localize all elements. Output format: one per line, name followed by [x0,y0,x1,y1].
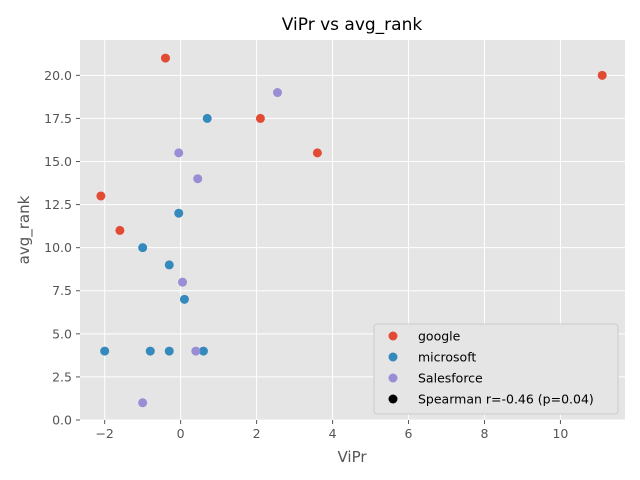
legend-label-microsoft: microsoft [418,350,476,365]
x-tick-label: 8 [481,426,489,441]
data-point [138,243,148,253]
chart-title: ViPr vs avg_rank [282,15,423,35]
data-point [202,113,212,123]
legend-box [373,323,619,415]
data-point [174,148,184,158]
y-tick-label: 2.5 [52,369,72,384]
x-tick-label: 4 [329,426,337,441]
data-point [164,346,174,356]
x-tick-label: 0 [177,426,185,441]
data-point [272,88,282,98]
data-point [96,191,106,201]
legend-items: google microsoft Salesforce [388,329,483,386]
x-tick-label: 2 [253,426,261,441]
y-tick-label: 7.5 [52,283,72,298]
y-tick-label: 15.0 [44,154,72,169]
y-tick-label: 5.0 [52,326,72,341]
x-tick-label: 6 [405,426,413,441]
y-tick-label: 20.0 [44,68,72,83]
x-tick-label: −2 [95,426,113,441]
legend: google microsoft Salesforce Spearman r=-0.… [373,323,619,415]
data-point [164,260,174,270]
grid-lines [80,40,625,421]
data-point [198,346,208,356]
y-axis-label: avg_rank [15,195,34,264]
data-point [174,208,184,218]
data-point [597,70,607,80]
legend-label-annotation: Spearman r=-0.46 (p=0.04) [418,392,594,407]
data-point [160,53,170,63]
data-point [100,346,110,356]
series-google [96,53,607,235]
legend-marker-salesforce [388,373,398,383]
x-axis-label: ViPr [337,448,367,466]
data-point [138,398,148,408]
legend-label-salesforce: Salesforce [418,371,483,386]
x-tick-label: 10 [552,426,568,441]
y-tick-label: 0.0 [52,413,72,428]
data-points [96,53,607,408]
data-point [145,346,155,356]
x-axis-ticks: −2 0 2 4 6 8 10 [95,420,568,441]
series-microsoft [100,113,212,356]
y-tick-label: 10.0 [44,240,72,255]
legend-marker-annotation [388,394,398,404]
data-point [191,346,201,356]
data-point [178,277,188,287]
data-point [115,225,125,235]
y-tick-label: 17.5 [44,111,72,126]
series-salesforce [138,88,282,408]
y-tick-label: 12.5 [44,197,72,212]
y-axis-ticks: 0.0 2.5 5.0 7.5 10.0 12.5 15.0 17.5 20.0 [44,68,80,428]
data-point [255,113,265,123]
legend-label-google: google [418,329,461,344]
legend-marker-google [388,331,398,341]
legend-marker-microsoft [388,352,398,362]
data-point [312,148,322,158]
data-point [193,174,203,184]
data-point [179,294,189,304]
